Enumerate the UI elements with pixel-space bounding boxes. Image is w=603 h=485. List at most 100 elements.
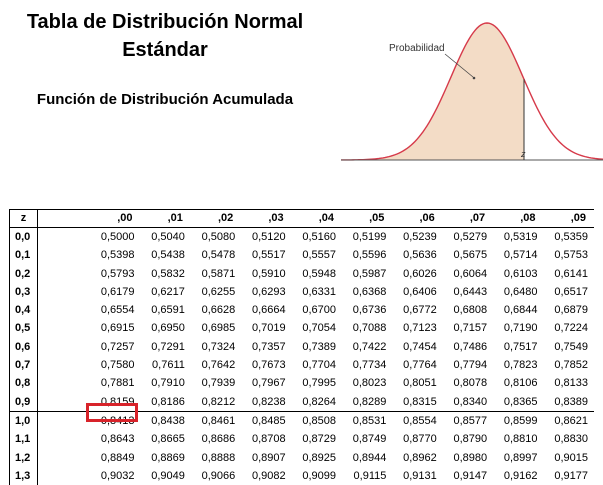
probability-cell: 0,7157 — [443, 319, 493, 337]
row-z-value: 0,7 — [10, 356, 38, 374]
probability-cell: 0,7734 — [342, 356, 392, 374]
label-pointer-dot — [473, 77, 476, 80]
probability-cell: 0,6026 — [392, 265, 442, 283]
probability-cell: 0,5239 — [392, 228, 442, 247]
probability-cell: 0,8944 — [342, 449, 392, 467]
probability-cell: 0,8289 — [342, 393, 392, 412]
probability-cell: 0,5871 — [191, 265, 241, 283]
probability-cell: 0,9147 — [443, 467, 493, 485]
probability-cell: 0,8907 — [241, 449, 291, 467]
column-header: ,05 — [342, 210, 392, 228]
column-header: ,03 — [241, 210, 291, 228]
probability-cell: 0,8531 — [342, 411, 392, 430]
probability-cell: 0,8508 — [292, 411, 342, 430]
page-title: Tabla de Distribución Normal Estándar — [0, 8, 330, 64]
probability-cell: 0,5160 — [292, 228, 342, 247]
probability-cell: 0,6591 — [141, 301, 191, 319]
probability-cell: 0,8212 — [191, 393, 241, 412]
title-line-1: Tabla de Distribución Normal — [27, 11, 303, 33]
probability-cell: 0,9177 — [544, 467, 595, 485]
probability-cell: 0,9131 — [392, 467, 442, 485]
probability-cell: 0,7642 — [191, 356, 241, 374]
probability-cell: 0,6985 — [191, 319, 241, 337]
probability-cell: 0,7517 — [493, 338, 543, 356]
probability-cell: 0,7881 — [38, 374, 141, 392]
probability-cell: 0,7454 — [392, 338, 442, 356]
probability-cell: 0,6700 — [292, 301, 342, 319]
probability-cell: 0,8186 — [141, 393, 191, 412]
probability-cell: 0,9162 — [493, 467, 543, 485]
probability-cell: 0,7422 — [342, 338, 392, 356]
z-label: z — [521, 149, 526, 159]
probability-cell: 0,9015 — [544, 449, 595, 467]
probability-cell: 0,6844 — [493, 301, 543, 319]
row-z-value: 0,9 — [10, 393, 38, 412]
probability-cell: 0,8888 — [191, 449, 241, 467]
probability-cell: 0,8023 — [342, 374, 392, 392]
column-header: ,02 — [191, 210, 241, 228]
probability-cell: 0,6736 — [342, 301, 392, 319]
probability-cell: 0,8577 — [443, 411, 493, 430]
probability-cell: 0,7995 — [292, 374, 342, 392]
probability-cell: 0,8389 — [544, 393, 595, 412]
probability-cell: 0,8770 — [392, 430, 442, 448]
row-z-value: 0,2 — [10, 265, 38, 283]
probability-cell: 0,7794 — [443, 356, 493, 374]
probability-cell: 0,7580 — [38, 356, 141, 374]
probability-cell: 0,6554 — [38, 301, 141, 319]
probability-cell: 0,9099 — [292, 467, 342, 485]
probability-cell: 0,6950 — [141, 319, 191, 337]
title-line-2: Estándar — [122, 39, 208, 61]
probability-cell: 0,7054 — [292, 319, 342, 337]
probability-cell: 0,5199 — [342, 228, 392, 247]
row-z-value: 0,0 — [10, 228, 38, 247]
probability-cell: 0,7088 — [342, 319, 392, 337]
probability-cell: 0,6368 — [342, 283, 392, 301]
probability-cell: 0,8264 — [292, 393, 342, 412]
probability-cell: 0,6331 — [292, 283, 342, 301]
row-z-value: 1,1 — [10, 430, 38, 448]
probability-cell: 0,5438 — [141, 246, 191, 264]
probability-cell: 0,6879 — [544, 301, 595, 319]
probability-cell: 0,7673 — [241, 356, 291, 374]
probability-cell: 0,8315 — [392, 393, 442, 412]
row-z-value: 0,3 — [10, 283, 38, 301]
probability-cell: 0,5000 — [38, 228, 141, 247]
column-header: ,00 — [38, 210, 141, 228]
probability-cell: 0,6664 — [241, 301, 291, 319]
probability-cell: 0,5359 — [544, 228, 595, 247]
probability-cell: 0,8599 — [493, 411, 543, 430]
probability-cell: 0,5714 — [493, 246, 543, 264]
probability-cell: 0,5398 — [38, 246, 141, 264]
column-header: ,09 — [544, 210, 595, 228]
probability-cell: 0,7549 — [544, 338, 595, 356]
probability-cell: 0,6443 — [443, 283, 493, 301]
row-z-value: 0,4 — [10, 301, 38, 319]
probability-cell: 0,6141 — [544, 265, 595, 283]
probability-cell: 0,8554 — [392, 411, 442, 430]
probability-cell: 0,6772 — [392, 301, 442, 319]
probability-cell: 0,7324 — [191, 338, 241, 356]
probability-cell: 0,7764 — [392, 356, 442, 374]
probability-cell: 0,7967 — [241, 374, 291, 392]
probability-cell: 0,7257 — [38, 338, 141, 356]
probability-cell: 0,8133 — [544, 374, 595, 392]
probability-cell: 0,8159 — [38, 393, 141, 412]
probability-cell: 0,7910 — [141, 374, 191, 392]
row-z-value: 0,6 — [10, 338, 38, 356]
probability-cell: 0,5040 — [141, 228, 191, 247]
probability-cell: 0,5987 — [342, 265, 392, 283]
probability-cell: 0,7190 — [493, 319, 543, 337]
probability-cell: 0,9115 — [342, 467, 392, 485]
probability-cell: 0,5675 — [443, 246, 493, 264]
probability-cell: 0,7486 — [443, 338, 493, 356]
probability-cell: 0,7852 — [544, 356, 595, 374]
